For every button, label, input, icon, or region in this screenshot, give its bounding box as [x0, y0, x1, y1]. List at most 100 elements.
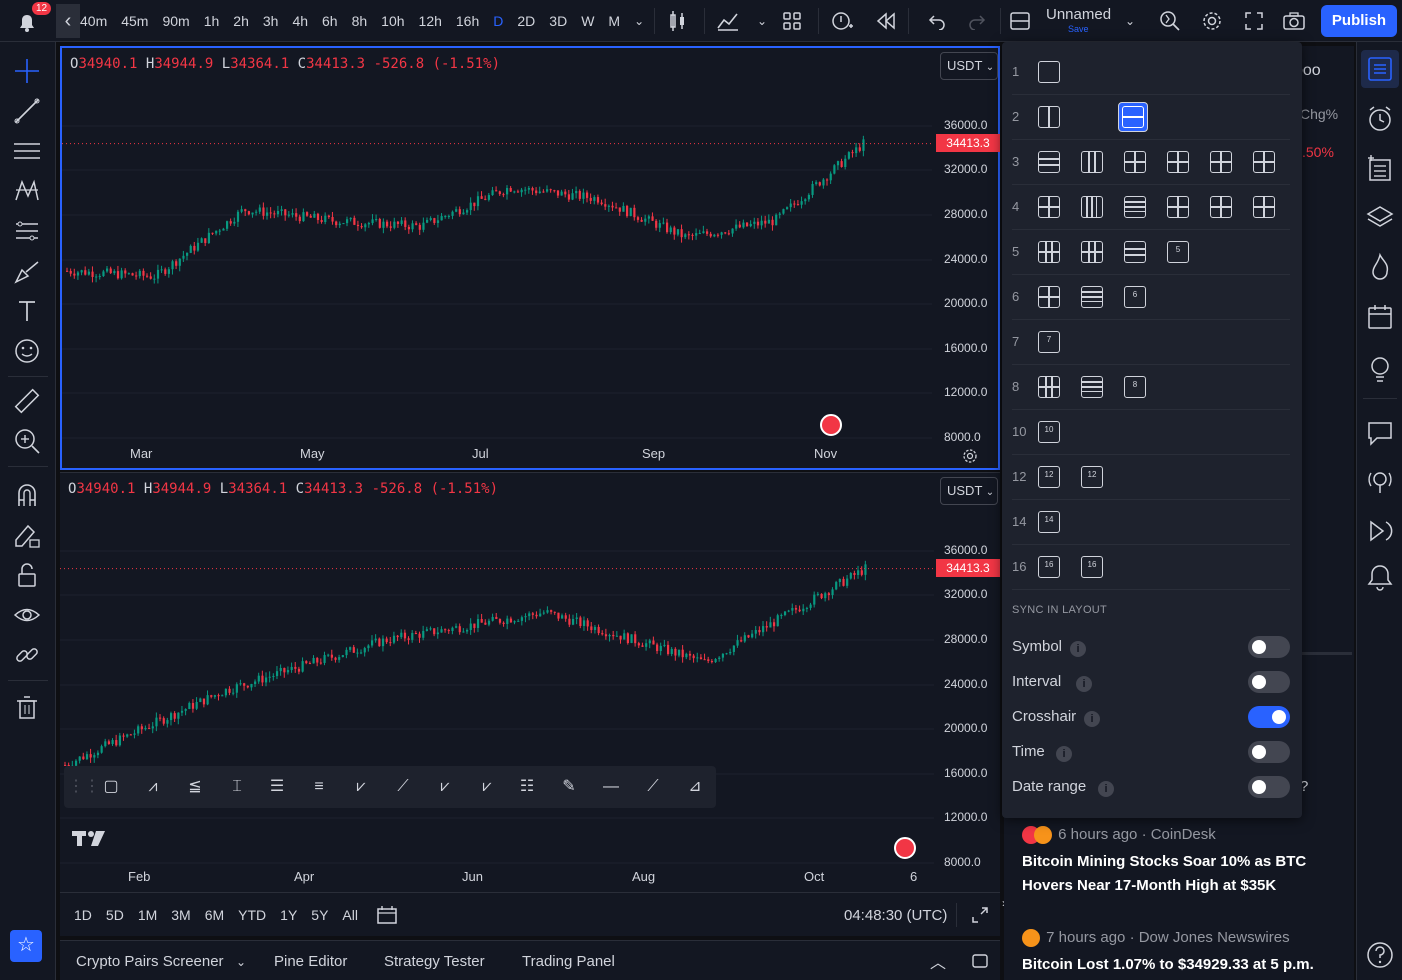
pen-icon[interactable]: ✎	[562, 778, 576, 795]
layout-option-icon[interactable]: 12	[1038, 466, 1060, 488]
replay-icon[interactable]	[874, 9, 898, 33]
layout-option-icon[interactable]	[1038, 241, 1060, 263]
fib-retracement-icon[interactable]	[12, 136, 42, 166]
drag-handle-icon[interactable]: ⋮⋮	[68, 778, 100, 795]
layout-option-icon[interactable]	[1253, 196, 1275, 218]
alarm-clock-icon[interactable]	[1365, 104, 1395, 134]
brush-icon[interactable]	[12, 256, 42, 286]
ideas-lightbulb-icon[interactable]	[1365, 354, 1395, 384]
chevron-down-icon[interactable]: ⌄	[634, 14, 645, 28]
layout-name[interactable]: Unnamed	[1046, 6, 1112, 23]
maximize-panel-icon[interactable]	[970, 951, 990, 971]
trash-icon[interactable]	[12, 692, 42, 722]
object-tree-icon[interactable]	[1365, 154, 1395, 184]
favorites-star-icon[interactable]: ☆	[10, 930, 42, 962]
layout-option-icon[interactable]	[1038, 151, 1060, 173]
forecast-icon[interactable]: ☷	[519, 778, 535, 795]
layout-option-icon[interactable]	[1081, 376, 1103, 398]
range-6m[interactable]: 6M	[204, 907, 225, 923]
us-flag-event-icon[interactable]	[820, 414, 842, 436]
templates-icon[interactable]	[780, 9, 804, 33]
layout-option-icon[interactable]	[1124, 241, 1146, 263]
info-icon[interactable]: i	[1070, 641, 1086, 657]
layout-option-icon[interactable]: 8	[1124, 376, 1146, 398]
interval-6h[interactable]: 6h	[322, 13, 338, 29]
layout-option-icon[interactable]	[1038, 376, 1060, 398]
layout-option-icon[interactable]	[1081, 241, 1103, 263]
layout-option-icon[interactable]	[1167, 151, 1189, 173]
range-3m[interactable]: 3M	[171, 907, 191, 923]
hotlists-flame-icon[interactable]	[1365, 252, 1395, 282]
notifications-bell-icon[interactable]	[1365, 562, 1395, 592]
layout-option-icon[interactable]: 16	[1038, 556, 1060, 578]
prediction-tools-icon[interactable]	[12, 216, 42, 246]
range-5y[interactable]: 5Y	[311, 907, 329, 923]
tab-strategy-tester[interactable]: Strategy Tester	[384, 953, 485, 970]
chevron-down-icon[interactable]: ⌄	[236, 955, 247, 969]
sync-toggle[interactable]	[1248, 776, 1290, 798]
interval-16h[interactable]: 16h	[455, 13, 480, 29]
rectangle-tool-icon[interactable]: ▢	[103, 778, 119, 795]
horizontal-line-icon[interactable]: —	[603, 778, 619, 795]
sync-toggle[interactable]	[1248, 671, 1290, 693]
scroll-left-icon[interactable]: ‹	[56, 4, 80, 38]
undo-icon[interactable]	[924, 9, 948, 33]
chevron-down-icon[interactable]: ⌄	[1124, 14, 1136, 28]
chart-pane-1[interactable]: O34940.1 H34944.9 L34364.1 C34413.3 -526…	[60, 46, 1000, 470]
utc-clock[interactable]: 04:48:30 (UTC)	[844, 907, 948, 924]
alert-icon[interactable]	[830, 9, 854, 33]
layout-option-icon[interactable]	[1081, 196, 1103, 218]
ray-icon[interactable]: ⟋	[397, 778, 409, 795]
layout-option-icon[interactable]	[1038, 106, 1060, 128]
layout-option-icon[interactable]: 16	[1081, 556, 1103, 578]
abc-pattern-icon[interactable]: ⩗	[356, 778, 366, 795]
range-1d[interactable]: 1D	[74, 907, 92, 923]
range-5d[interactable]: 5D	[105, 907, 124, 923]
fib-levels-icon[interactable]: ≡	[314, 778, 324, 795]
layout-option-icon[interactable]: 6	[1124, 286, 1146, 308]
us-flag-event-icon[interactable]	[894, 837, 916, 859]
stay-in-drawing-mode-icon[interactable]	[12, 520, 42, 550]
settings-icon[interactable]	[1200, 9, 1224, 33]
replay-trading-icon[interactable]	[1365, 516, 1395, 546]
xabcd-pattern-icon[interactable]: ⩘	[148, 778, 158, 795]
interval-d[interactable]: D	[493, 13, 504, 29]
layout-select-icon[interactable]	[1008, 9, 1032, 33]
interval-3h[interactable]: 3h	[262, 13, 279, 29]
watchlist-icon[interactable]	[1365, 54, 1395, 84]
link-icon[interactable]	[12, 640, 42, 670]
candles-chart-type-icon[interactable]	[666, 9, 690, 33]
layout-option-icon[interactable]	[1038, 286, 1060, 308]
settings-icon[interactable]	[962, 448, 978, 464]
text-icon[interactable]	[12, 296, 42, 326]
date-price-range-icon[interactable]: ⌶	[232, 778, 242, 795]
info-icon[interactable]: i	[1084, 711, 1100, 727]
interval-10h[interactable]: 10h	[381, 13, 405, 29]
interval-2d[interactable]: 2D	[517, 13, 536, 29]
interval-12h[interactable]: 12h	[418, 13, 442, 29]
zoom-in-icon[interactable]	[12, 426, 42, 456]
interval-40m[interactable]: 40m	[80, 13, 108, 29]
emoji-icon[interactable]	[12, 336, 42, 366]
layout-option-icon[interactable]	[1124, 151, 1146, 173]
quick-search-icon[interactable]	[1158, 9, 1182, 33]
calendar-icon[interactable]	[1365, 302, 1395, 332]
lock-icon[interactable]	[12, 560, 42, 590]
patterns-icon[interactable]	[12, 176, 42, 206]
fib-fan-icon[interactable]: ≦	[188, 778, 202, 795]
currency-select[interactable]: USDT ⌄	[940, 477, 998, 505]
trend-line-icon[interactable]	[12, 96, 42, 126]
interval-2h[interactable]: 2h	[233, 13, 249, 29]
cyclic-lines-icon[interactable]: ⟋	[647, 778, 659, 795]
chevron-down-icon[interactable]: ⌄	[756, 14, 768, 28]
interval-m[interactable]: M	[608, 13, 621, 29]
tab-pine-editor[interactable]: Pine Editor	[274, 953, 348, 970]
sync-toggle[interactable]	[1248, 636, 1290, 658]
publish-button[interactable]: Publish	[1321, 5, 1397, 37]
news-title[interactable]: Bitcoin Mining Stocks Soar 10% as BTC Ho…	[1022, 853, 1307, 895]
layout-option-icon[interactable]	[1038, 196, 1060, 218]
interval-8h[interactable]: 8h	[351, 13, 368, 29]
interval-90m[interactable]: 90m	[162, 13, 190, 29]
ruler-icon[interactable]	[12, 386, 42, 416]
info-icon[interactable]: i	[1098, 781, 1114, 797]
